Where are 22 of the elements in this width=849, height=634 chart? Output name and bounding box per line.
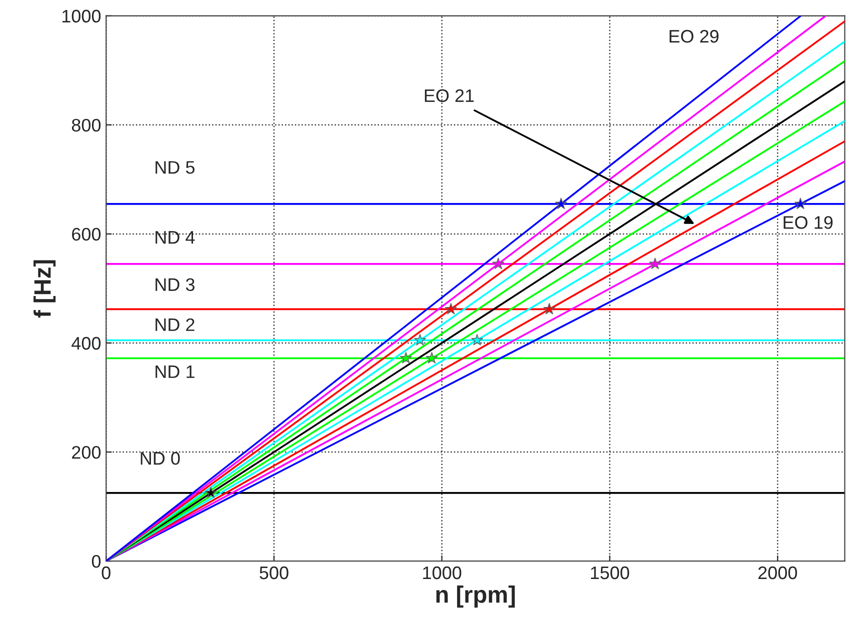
y-tick-label: 400 bbox=[72, 336, 101, 350]
y-tick-label: 0 bbox=[92, 555, 101, 568]
x-tick-label: 1500 bbox=[591, 566, 630, 580]
x-tick-label: 1000 bbox=[423, 566, 462, 580]
y-tick-label: 200 bbox=[72, 446, 101, 459]
ref-line-label: ND 5 bbox=[156, 161, 195, 174]
y-axis-title: f [Hz] bbox=[34, 260, 56, 318]
y-tick-label: 800 bbox=[72, 118, 101, 132]
ref-line-label: ND 1 bbox=[156, 366, 194, 378]
x-tick-label: 2000 bbox=[758, 566, 797, 580]
series-label: EO 29 bbox=[670, 30, 719, 43]
text: EO 21 bbox=[424, 89, 474, 102]
ref-line-label: ND 0 bbox=[140, 452, 180, 465]
series-label: EO 19 bbox=[784, 216, 833, 229]
ref-line-label: ND 4 bbox=[156, 231, 195, 244]
x-axis-title: n [rpm] bbox=[436, 586, 515, 608]
ref-line-label: ND 3 bbox=[156, 278, 194, 292]
y-tick-label: 1000 bbox=[62, 10, 101, 23]
y-tick-label: 600 bbox=[72, 228, 101, 241]
ref-line-label: ND 2 bbox=[156, 318, 194, 331]
x-tick-label: 500 bbox=[260, 566, 288, 580]
x-tick-label: 0 bbox=[102, 566, 110, 580]
